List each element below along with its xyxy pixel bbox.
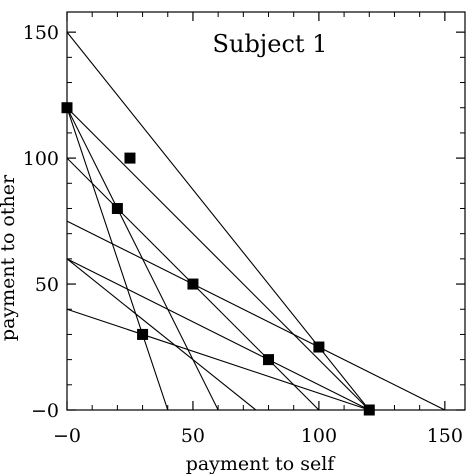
x-tick-label: 100 bbox=[301, 425, 337, 447]
x-axis-ticks: −0 50 100 150 bbox=[53, 12, 463, 447]
x-tick-label: −0 bbox=[53, 425, 81, 447]
x-tick-label: 50 bbox=[181, 425, 205, 447]
data-point bbox=[263, 354, 275, 366]
y-tick-label: 50 bbox=[35, 274, 59, 296]
data-point bbox=[111, 202, 123, 214]
budget-line bbox=[66, 308, 370, 411]
x-axis-label: payment to self bbox=[186, 453, 337, 474]
y-tick-label: 100 bbox=[23, 148, 59, 170]
budget-line bbox=[66, 107, 169, 411]
y-tick-label: −0 bbox=[31, 400, 59, 422]
x-tick-label: 150 bbox=[427, 425, 463, 447]
plot-frame bbox=[66, 11, 466, 411]
budget-line bbox=[66, 107, 370, 411]
budget-lines bbox=[66, 31, 446, 411]
budget-line bbox=[66, 220, 446, 411]
data-point bbox=[124, 152, 136, 164]
budget-line bbox=[66, 31, 370, 411]
data-point bbox=[187, 278, 199, 290]
plot-area bbox=[61, 31, 446, 416]
y-axis-label: payment to other bbox=[0, 174, 19, 341]
y-axis-ticks: −0 50 100 150 bbox=[23, 22, 465, 422]
y-tick-label: 150 bbox=[23, 22, 59, 44]
budget-line bbox=[66, 258, 257, 411]
data-point bbox=[313, 341, 325, 353]
data-point bbox=[137, 328, 149, 340]
chart-title: Subject 1 bbox=[213, 30, 328, 58]
budget-line bbox=[66, 258, 370, 411]
